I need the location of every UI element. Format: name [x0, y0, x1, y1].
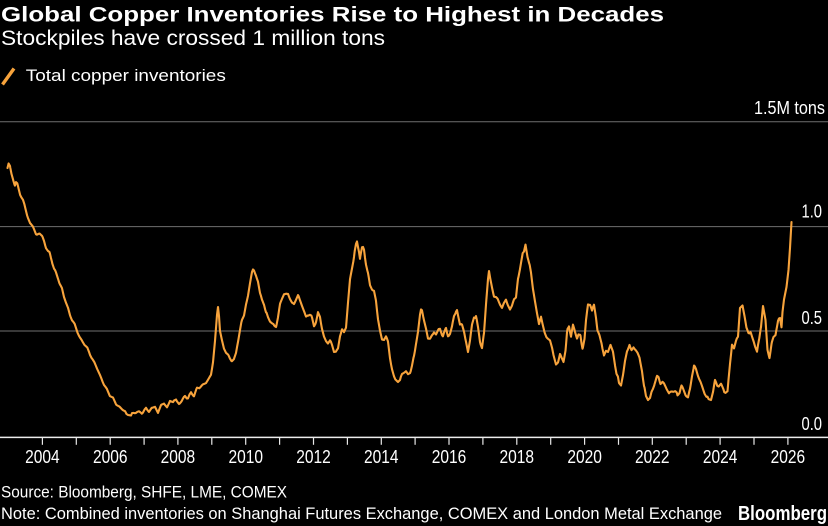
svg-text:2012: 2012	[296, 446, 331, 467]
svg-text:Source: Bloomberg, SHFE, LME,: Source: Bloomberg, SHFE, LME, COMEX	[1, 484, 287, 502]
svg-text:2022: 2022	[635, 446, 670, 467]
svg-text:1.0: 1.0	[802, 201, 823, 222]
svg-text:2010: 2010	[228, 446, 263, 467]
svg-text:2016: 2016	[432, 446, 467, 467]
svg-text:Note: Combined inventories on: Note: Combined inventories on Shanghai F…	[1, 505, 722, 523]
svg-text:0.5: 0.5	[802, 307, 823, 328]
svg-text:Bloomberg: Bloomberg	[738, 502, 827, 525]
svg-text:1.5M tons: 1.5M tons	[754, 97, 825, 118]
svg-text:2018: 2018	[500, 446, 535, 467]
svg-text:2020: 2020	[567, 446, 602, 467]
svg-text:Global Copper Inventories Rise: Global Copper Inventories Rise to Highes…	[1, 2, 664, 26]
svg-text:2004: 2004	[25, 446, 60, 467]
svg-text:2014: 2014	[364, 446, 399, 467]
svg-text:2024: 2024	[703, 446, 738, 467]
svg-text:Stockpiles have crossed 1 mill: Stockpiles have crossed 1 million tons	[1, 26, 385, 50]
svg-text:0.0: 0.0	[802, 413, 823, 434]
svg-text:2026: 2026	[771, 446, 806, 467]
svg-text:2006: 2006	[93, 446, 128, 467]
svg-text:Total copper inventories: Total copper inventories	[26, 67, 226, 85]
svg-text:2008: 2008	[161, 446, 196, 467]
